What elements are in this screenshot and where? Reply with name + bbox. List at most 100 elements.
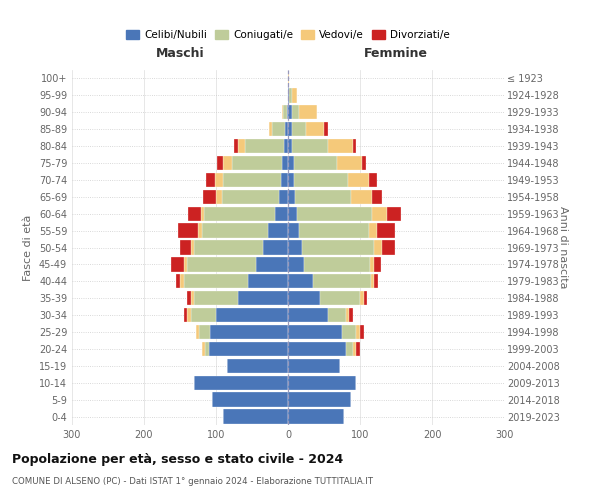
- Bar: [364, 291, 367, 306]
- Bar: [328, 308, 346, 322]
- Bar: [320, 291, 360, 306]
- Bar: [313, 274, 371, 288]
- Bar: [288, 376, 356, 390]
- Bar: [256, 257, 288, 272]
- Bar: [232, 156, 282, 170]
- Bar: [268, 224, 288, 238]
- Bar: [245, 139, 284, 154]
- Bar: [238, 139, 245, 154]
- Bar: [353, 342, 356, 356]
- Bar: [374, 257, 381, 272]
- Bar: [201, 206, 205, 221]
- Bar: [187, 257, 256, 272]
- Bar: [215, 172, 223, 187]
- Bar: [288, 206, 296, 221]
- Bar: [194, 240, 263, 254]
- Bar: [288, 274, 313, 288]
- Bar: [360, 325, 364, 339]
- Bar: [176, 274, 180, 288]
- Bar: [288, 358, 340, 373]
- Bar: [306, 122, 324, 136]
- Bar: [285, 122, 288, 136]
- Bar: [187, 308, 191, 322]
- Bar: [209, 342, 288, 356]
- Bar: [178, 224, 198, 238]
- Bar: [202, 342, 205, 356]
- Bar: [180, 274, 184, 288]
- Bar: [199, 325, 210, 339]
- Bar: [187, 291, 191, 306]
- Bar: [288, 105, 292, 120]
- Bar: [292, 105, 299, 120]
- Bar: [295, 190, 352, 204]
- Bar: [299, 224, 370, 238]
- Bar: [386, 206, 401, 221]
- Bar: [284, 139, 288, 154]
- Bar: [324, 122, 328, 136]
- Bar: [281, 105, 283, 120]
- Bar: [382, 240, 395, 254]
- Bar: [275, 206, 288, 221]
- Bar: [353, 139, 356, 154]
- Bar: [349, 308, 353, 322]
- Bar: [180, 240, 191, 254]
- Bar: [288, 291, 320, 306]
- Bar: [280, 190, 288, 204]
- Bar: [288, 257, 304, 272]
- Bar: [370, 257, 374, 272]
- Text: Popolazione per età, sesso e stato civile - 2024: Popolazione per età, sesso e stato civil…: [12, 452, 343, 466]
- Bar: [191, 308, 216, 322]
- Bar: [288, 172, 294, 187]
- Bar: [294, 172, 348, 187]
- Y-axis label: Fasce di età: Fasce di età: [23, 214, 33, 280]
- Bar: [288, 224, 299, 238]
- Bar: [217, 156, 223, 170]
- Bar: [282, 156, 288, 170]
- Bar: [302, 240, 374, 254]
- Bar: [346, 308, 349, 322]
- Bar: [184, 308, 187, 322]
- Bar: [288, 72, 289, 86]
- Bar: [288, 122, 292, 136]
- Bar: [222, 190, 280, 204]
- Bar: [216, 190, 222, 204]
- Bar: [356, 342, 360, 356]
- Legend: Celibi/Nubili, Coniugati/e, Vedovi/e, Divorziati/e: Celibi/Nubili, Coniugati/e, Vedovi/e, Di…: [122, 26, 454, 44]
- Y-axis label: Anni di nascita: Anni di nascita: [558, 206, 568, 289]
- Bar: [292, 88, 298, 102]
- Bar: [304, 257, 370, 272]
- Bar: [283, 105, 287, 120]
- Bar: [196, 325, 199, 339]
- Bar: [269, 122, 272, 136]
- Bar: [377, 224, 395, 238]
- Bar: [234, 139, 238, 154]
- Bar: [288, 240, 302, 254]
- Bar: [223, 156, 232, 170]
- Bar: [212, 392, 288, 407]
- Bar: [184, 274, 248, 288]
- Bar: [292, 122, 306, 136]
- Bar: [223, 172, 281, 187]
- Bar: [356, 325, 360, 339]
- Bar: [281, 172, 288, 187]
- Bar: [294, 156, 337, 170]
- Bar: [288, 139, 292, 154]
- Bar: [184, 257, 187, 272]
- Bar: [263, 240, 288, 254]
- Bar: [188, 206, 201, 221]
- Bar: [288, 308, 328, 322]
- Bar: [299, 105, 317, 120]
- Bar: [346, 342, 353, 356]
- Bar: [205, 206, 275, 221]
- Bar: [191, 291, 194, 306]
- Text: Femmine: Femmine: [364, 47, 428, 60]
- Bar: [238, 291, 288, 306]
- Bar: [288, 190, 295, 204]
- Bar: [371, 190, 382, 204]
- Bar: [194, 376, 288, 390]
- Bar: [289, 88, 292, 102]
- Bar: [374, 240, 382, 254]
- Bar: [272, 122, 285, 136]
- Bar: [296, 206, 372, 221]
- Bar: [328, 139, 353, 154]
